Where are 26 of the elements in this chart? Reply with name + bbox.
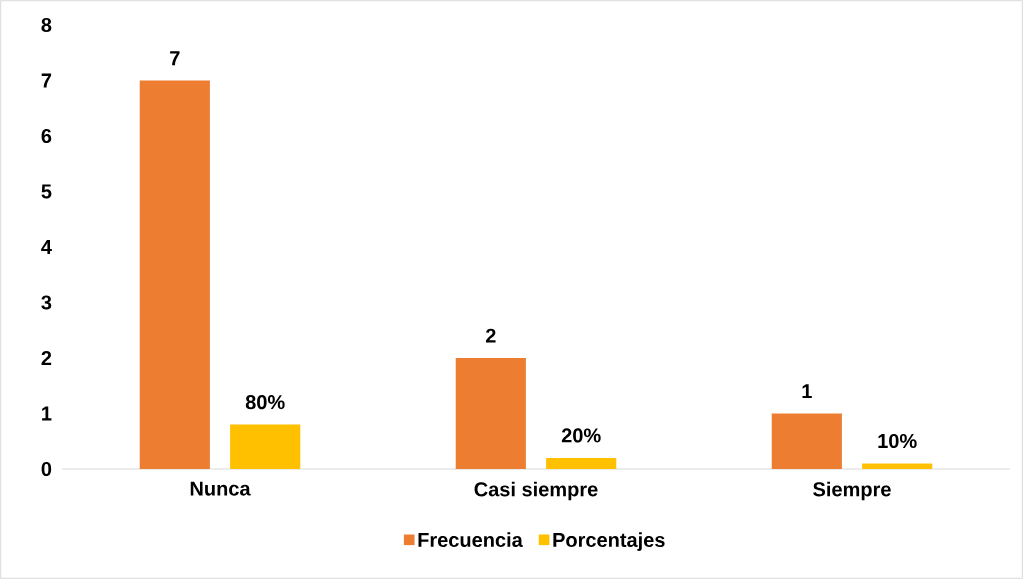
legend-label: Porcentajes [553,532,665,551]
y-tick-label: 6 [41,128,52,144]
bar [771,413,842,469]
data-label: 2 [485,328,496,343]
y-tick-label: 2 [41,351,52,365]
data-label: 1 [802,384,812,399]
y-tick-label: 3 [41,295,52,310]
y-tick-label: 1 [42,406,52,421]
bar [230,424,301,469]
x-tick-label: Casi siempre [474,481,598,501]
y-tick-label: 8 [41,17,52,33]
data-label: 7 [170,51,180,66]
x-tick-label: Nunca [190,481,251,496]
bar [455,358,526,469]
y-tick-label: 0 [41,461,52,477]
y-tick-label: 5 [41,184,52,199]
data-label: 80% [245,395,285,410]
bar [546,457,617,469]
x-tick-label: Siempre [813,481,891,501]
y-tick-label: 7 [41,73,52,88]
y-tick-label: 4 [41,240,52,254]
bar [139,80,210,469]
data-label: 10% [878,433,917,449]
legend-label: Frecuencia [418,532,523,547]
bar [862,463,933,469]
data-label: 20% [561,428,601,443]
